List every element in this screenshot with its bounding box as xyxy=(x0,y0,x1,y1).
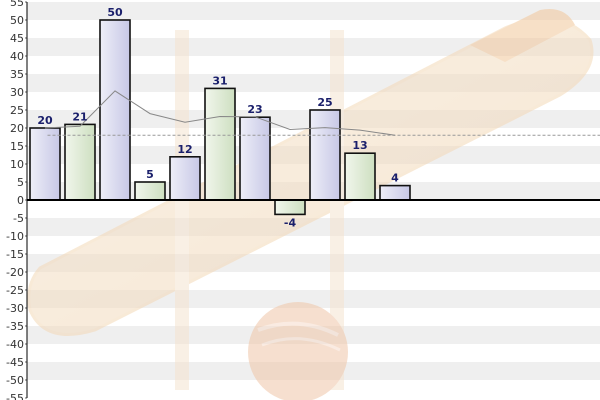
y-axis: 5550454035302520151050-5-10-15-20-25-30-… xyxy=(6,0,27,400)
data-label: 23 xyxy=(247,103,262,116)
y-tick-label: -55 xyxy=(6,392,24,400)
stump-left-icon xyxy=(175,30,189,390)
y-tick-label: -25 xyxy=(6,284,24,297)
y-tick-label: -10 xyxy=(6,230,24,243)
y-tick-label: 35 xyxy=(10,68,24,81)
bar xyxy=(379,184,411,201)
y-tick-label: 30 xyxy=(10,86,24,99)
y-tick-label: -20 xyxy=(6,266,24,279)
trend-lines xyxy=(44,90,600,136)
bar xyxy=(99,19,131,201)
y-tick-label: 40 xyxy=(10,50,24,63)
data-label: 31 xyxy=(212,74,227,87)
data-label: 13 xyxy=(352,139,367,152)
bar xyxy=(309,109,341,201)
y-tick-label: 10 xyxy=(10,158,24,171)
y-tick-label: 25 xyxy=(10,104,24,117)
y-tick-label: 50 xyxy=(10,14,24,27)
bar-series xyxy=(29,19,411,216)
grid-band xyxy=(27,2,600,20)
bar xyxy=(274,199,306,216)
y-tick-label: 45 xyxy=(10,32,24,45)
moving-average-line xyxy=(44,90,396,136)
ball-icon xyxy=(248,302,348,400)
bar xyxy=(169,156,201,201)
bar xyxy=(204,87,236,201)
data-label: 12 xyxy=(177,143,192,156)
y-tick-label: -30 xyxy=(6,302,24,315)
grid-band xyxy=(27,290,600,308)
bar xyxy=(344,152,376,201)
y-tick-label: 15 xyxy=(10,140,24,153)
data-label: 4 xyxy=(391,172,399,185)
y-tick-label: -45 xyxy=(6,356,24,369)
axes xyxy=(26,2,600,398)
data-label: 21 xyxy=(72,110,87,123)
y-tick-label: 20 xyxy=(10,122,24,135)
data-label: 25 xyxy=(317,96,332,109)
bar xyxy=(29,127,61,201)
bar xyxy=(239,116,271,201)
data-label: -4 xyxy=(284,216,297,229)
data-label: 5 xyxy=(146,168,154,181)
y-tick-label: -50 xyxy=(6,374,24,387)
bar xyxy=(134,181,166,201)
y-tick-label: 0 xyxy=(17,194,24,207)
bar xyxy=(64,123,96,201)
y-tick-label: 5 xyxy=(17,176,24,189)
y-tick-label: 55 xyxy=(10,0,24,9)
y-tick-label: -40 xyxy=(6,338,24,351)
y-tick-label: -15 xyxy=(6,248,24,261)
data-label: 50 xyxy=(107,6,123,19)
y-tick-label: -5 xyxy=(13,212,24,225)
ball-seam-icon xyxy=(261,337,341,352)
ball-seam-icon xyxy=(257,321,339,337)
y-tick-label: -35 xyxy=(6,320,24,333)
bat-handle-icon xyxy=(470,9,575,62)
data-labels: 20 21 50 5 12 31 23 -4 25 13 4 xyxy=(37,6,399,229)
data-label: 20 xyxy=(37,114,53,127)
